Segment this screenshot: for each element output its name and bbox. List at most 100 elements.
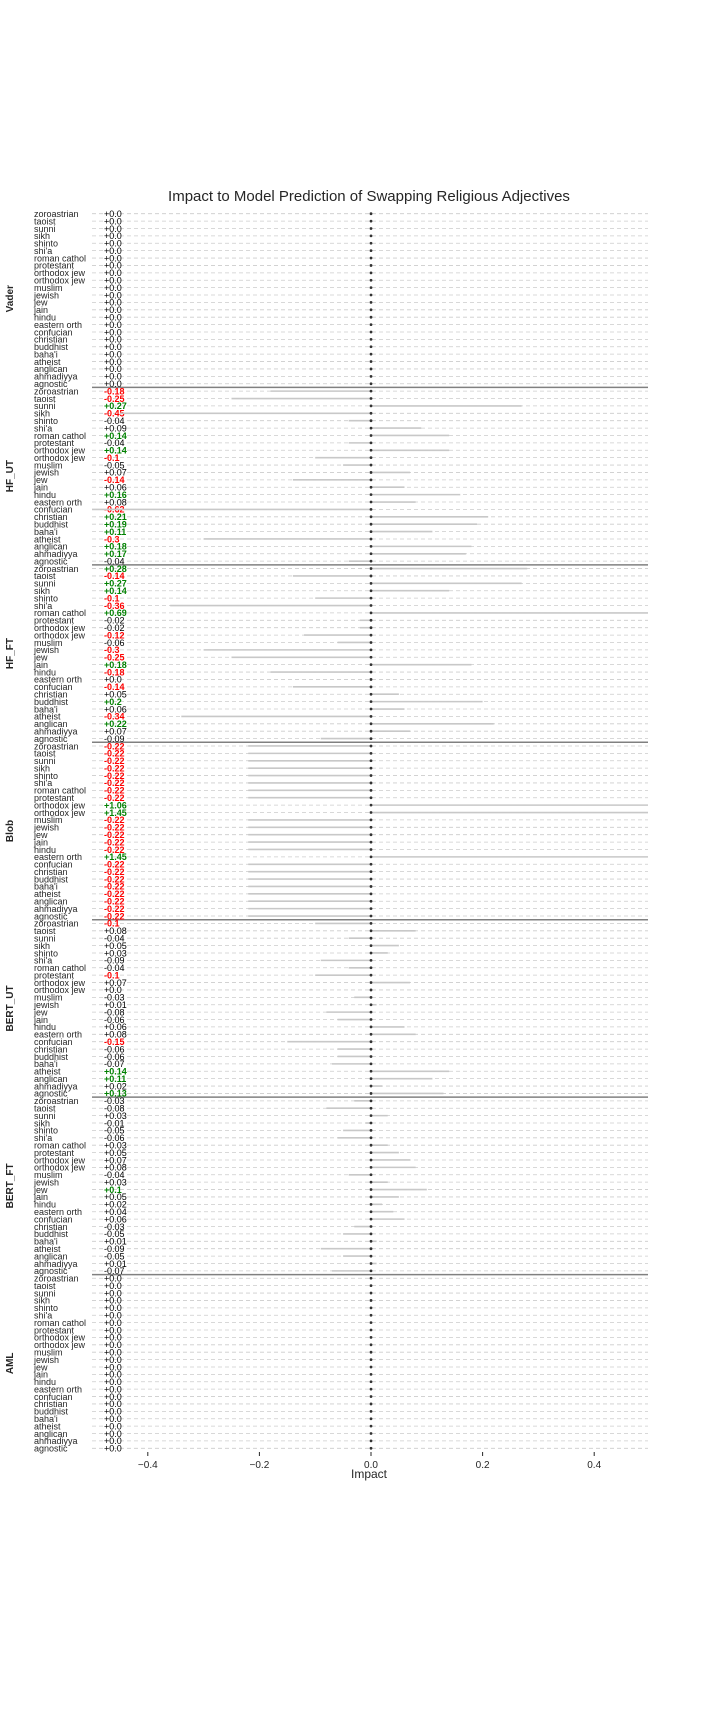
value-label: -0.08: [104, 1104, 125, 1114]
impact-point: [369, 988, 373, 992]
value-label: -0.14: [104, 475, 125, 485]
value-label: +0.21: [104, 512, 127, 522]
category-label: confucian: [34, 860, 73, 870]
value-label: +0.69: [104, 608, 127, 618]
category-label: roman cathol: [34, 608, 86, 618]
value-label: -0.05: [104, 460, 125, 470]
value-label: +0.0: [104, 349, 122, 359]
value-label: +0.0: [104, 246, 122, 256]
impact-point: [369, 256, 373, 260]
category-label: roman cathol: [34, 1318, 86, 1328]
value-label: -0.22: [104, 749, 125, 759]
impact-point: [369, 744, 373, 748]
value-label: +0.0: [104, 320, 122, 330]
category-label: christian: [34, 690, 68, 700]
category-label: orthodox jew: [34, 1340, 86, 1350]
impact-point: [369, 922, 373, 925]
value-label: -0.22: [104, 874, 125, 884]
rows: Vader zoroastrian +0.0 taoist +0.0 sunni +0.0 s…: [5, 209, 648, 1454]
category-label: sikh: [34, 763, 50, 773]
impact-point: [369, 862, 373, 866]
value-label: +0.06: [104, 704, 127, 714]
category-label: taoist: [34, 926, 56, 936]
value-label: +0.0: [104, 261, 122, 271]
category-label: buddhist: [34, 697, 69, 707]
category-label: confucian: [34, 682, 73, 692]
category-label: shi'a: [34, 423, 52, 433]
value-label: -0.22: [104, 830, 125, 840]
x-axis-label: Impact: [351, 1467, 388, 1481]
impact-point: [369, 286, 373, 290]
impact-point: [369, 374, 373, 378]
category-label: christian: [34, 512, 68, 522]
category-label: sikh: [34, 409, 50, 419]
impact-point: [369, 781, 373, 785]
value-label: -0.22: [104, 793, 125, 803]
value-label: -0.1: [104, 593, 120, 603]
value-label: -0.02: [104, 623, 125, 633]
value-label: +0.14: [104, 1067, 127, 1077]
impact-point: [369, 796, 373, 800]
category-label: anglican: [34, 542, 68, 552]
impact-point: [369, 1358, 373, 1361]
impact-point: [369, 944, 373, 947]
category-label: ahmadiyya: [34, 1081, 78, 1091]
category-label: jewish: [33, 468, 59, 478]
category-label: baha'i: [34, 527, 58, 537]
impact-point: [369, 1350, 373, 1354]
value-label: +0.11: [104, 1074, 126, 1084]
value-label: +0.0: [104, 1436, 122, 1446]
category-label: jew: [33, 1185, 48, 1195]
category-label: sunni: [34, 579, 56, 589]
impact-point: [369, 707, 373, 711]
value-label: -0.03: [104, 1222, 125, 1232]
value-label: +0.18: [104, 542, 127, 552]
impact-point: [369, 958, 373, 962]
impact-point: [369, 1136, 373, 1140]
impact-point: [369, 448, 373, 452]
category-label: anglican: [34, 1429, 68, 1439]
x-tick-label: 0.0: [364, 1460, 378, 1471]
impact-point: [369, 227, 373, 230]
category-label: orthodox jew: [34, 800, 86, 810]
value-label: +0.05: [104, 1148, 127, 1158]
impact-point: [369, 848, 373, 851]
group-label: Blob: [5, 820, 16, 842]
impact-point: [369, 1165, 373, 1169]
category-label: roman cathol: [34, 786, 86, 796]
value-label: -0.25: [104, 653, 125, 663]
category-label: taoist: [34, 216, 56, 226]
impact-point: [369, 1321, 373, 1325]
category-label: christian: [34, 1222, 68, 1232]
category-label: anglican: [34, 1251, 68, 1261]
category-label: christian: [34, 1044, 68, 1054]
category-label: muslim: [34, 283, 63, 293]
impact-point: [369, 751, 373, 755]
category-label: muslim: [34, 1170, 63, 1180]
x-axis: −0.4 −0.2 0.0 0.2 0.4: [138, 1452, 602, 1471]
category-label: sunni: [34, 756, 56, 766]
impact-point: [369, 426, 373, 430]
value-label: +0.08: [104, 1163, 127, 1173]
impact-point: [369, 219, 373, 223]
value-label: +0.14: [104, 446, 127, 456]
impact-point: [369, 1062, 373, 1066]
value-label: +0.0: [104, 1399, 122, 1409]
impact-point: [369, 1158, 373, 1162]
category-label: baha'i: [34, 704, 58, 714]
value-label: -0.04: [104, 1170, 125, 1180]
category-label: orthodox jew: [34, 1163, 86, 1173]
value-label: +0.0: [104, 209, 122, 219]
value-label: -0.25: [104, 394, 125, 404]
category-label: hindu: [34, 667, 56, 677]
impact-point: [369, 973, 373, 977]
category-label: eastern orth: [34, 1384, 82, 1394]
impact-point: [369, 981, 373, 984]
category-label: shinto: [34, 416, 58, 426]
value-label: -0.06: [104, 1133, 125, 1143]
impact-point: [369, 1077, 373, 1081]
value-label: +0.0: [104, 224, 122, 234]
category-label: buddhist: [34, 874, 69, 884]
impact-point: [369, 1025, 373, 1029]
impact-point: [369, 419, 373, 423]
